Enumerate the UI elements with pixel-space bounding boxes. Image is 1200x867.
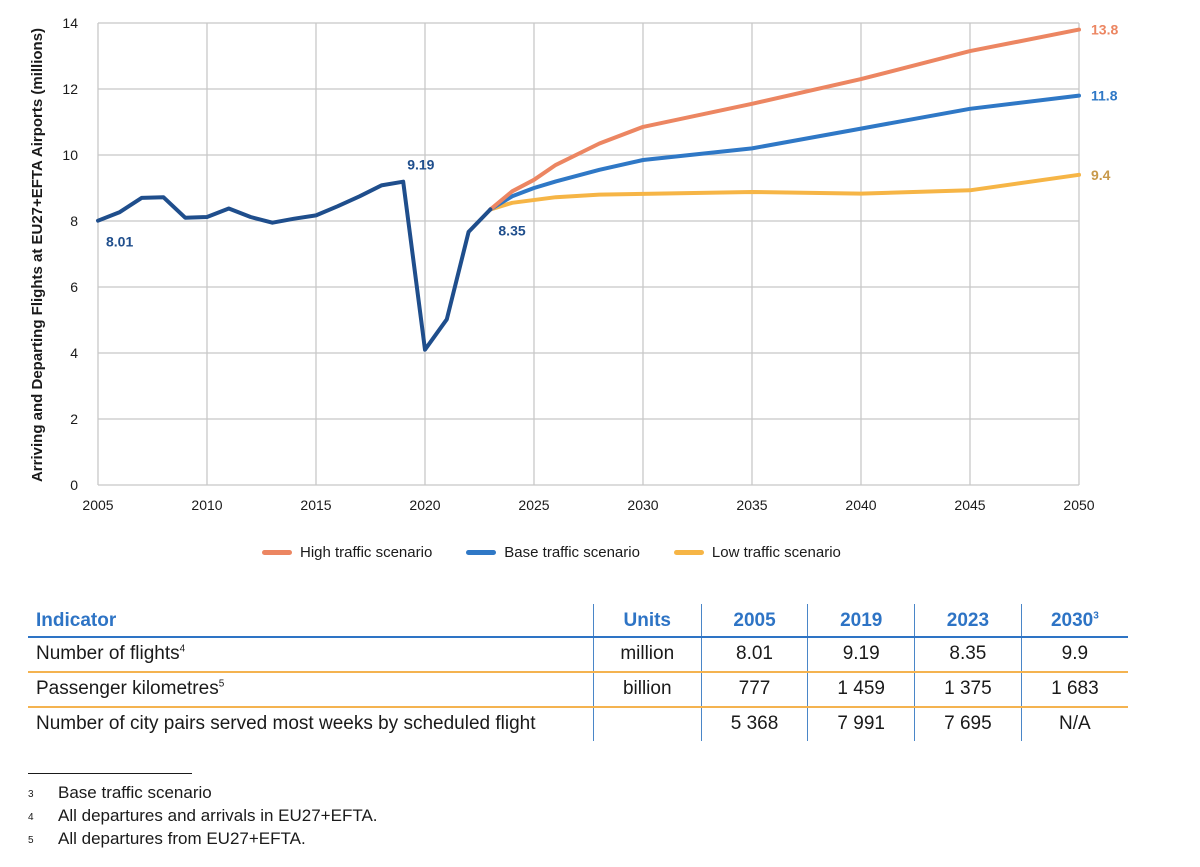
cell-units: million: [592, 637, 702, 673]
footnote-divider: [28, 773, 192, 774]
x-tick-label: 2030: [627, 497, 658, 513]
header-2030-text: 2030: [1050, 610, 1094, 631]
footnote-5: 5 All departures from EU27+EFTA.: [28, 828, 378, 851]
x-tick-label: 2010: [191, 497, 222, 513]
footnote-text: All departures from EU27+EFTA.: [58, 829, 306, 848]
footnote-ref: 5: [218, 678, 225, 690]
cell-2030: 9.9: [1020, 637, 1128, 673]
y-axis-ticks: 0 2 4 6 8 10 12 14: [62, 15, 78, 493]
y-tick-label: 8: [70, 213, 78, 229]
footnote-number: 4: [28, 812, 34, 823]
data-labels: 8.01 9.19 8.35 13.8 11.8 9.4: [106, 22, 1118, 250]
x-tick-label: 2050: [1063, 497, 1094, 513]
table-row: Number of city pairs served most weeks b…: [28, 707, 1128, 741]
series-lines: [96, 27, 1081, 352]
legend-swatch-base: [466, 550, 497, 555]
cell-2030: 1 683: [1020, 672, 1128, 708]
data-label: 13.8: [1091, 22, 1118, 38]
cell-indicator: Number of city pairs served most weeks b…: [28, 707, 593, 741]
legend-swatch-low: [673, 550, 704, 555]
y-tick-label: 6: [70, 279, 78, 295]
y-tick-label: 4: [70, 345, 78, 361]
cell-2019: 1 459: [807, 672, 915, 708]
legend-item-low: Low traffic scenario: [673, 544, 841, 561]
footnote-3: 3 Base traffic scenario: [28, 782, 378, 805]
data-label: 11.8: [1091, 88, 1118, 104]
series-line-historical: [96, 179, 493, 352]
series-line-high-traffic-scenario: [488, 27, 1081, 212]
footnote-text: Base traffic scenario: [58, 783, 212, 802]
footnote-4: 4 All departures and arrivals in EU27+EF…: [28, 805, 378, 828]
cell-units: [592, 707, 702, 741]
cell-2019: 7 991: [807, 707, 915, 741]
y-tick-label: 14: [62, 15, 78, 31]
data-label: 9.19: [407, 157, 434, 173]
data-label: 9.4: [1091, 167, 1111, 183]
header-2005: 2005: [700, 604, 808, 638]
y-tick-label: 0: [70, 477, 78, 493]
cell-2023: 7 695: [914, 707, 1022, 741]
x-tick-label: 2035: [736, 497, 767, 513]
indicator-text: Passenger kilometres: [36, 678, 219, 699]
data-label: 8.35: [498, 222, 525, 238]
y-tick-label: 12: [62, 81, 78, 97]
footnote-text: All departures and arrivals in EU27+EFTA…: [58, 806, 378, 825]
line-chart: 0 2 4 6 8 10 12 14 2005 2010 2015 2020 2025 2030 2035…: [29, 15, 1118, 513]
legend-label-base: Base traffic scenario: [504, 544, 640, 561]
footnotes: 3 Base traffic scenario 4 All departures…: [28, 782, 378, 851]
x-tick-label: 2020: [409, 497, 440, 513]
series-line-base-traffic-scenario: [488, 93, 1081, 212]
cell-2023: 1 375: [914, 672, 1022, 708]
header-units: Units: [592, 604, 702, 638]
table-row: Passenger kilometres5 billion 777 1 459 …: [28, 672, 1128, 708]
cell-indicator: Passenger kilometres5: [28, 672, 594, 708]
table-header-row: Indicator Units 2005 2019 2023 20303: [28, 604, 1128, 638]
header-2030: 20303: [1020, 604, 1128, 638]
series-line-low-traffic-scenario: [488, 172, 1081, 212]
footnote-ref-3: 3: [1093, 610, 1099, 622]
x-tick-label: 2005: [82, 497, 113, 513]
grid-lines: [97, 22, 1080, 486]
cell-indicator: Number of flights4: [28, 637, 594, 673]
footnote-number: 5: [28, 835, 34, 846]
cell-2005: 8.01: [700, 637, 808, 673]
header-2023: 2023: [914, 604, 1022, 638]
legend-label-low: Low traffic scenario: [711, 544, 841, 561]
y-tick-label: 10: [62, 147, 78, 163]
cell-2005: 5 368: [700, 707, 808, 741]
cell-units: billion: [592, 672, 702, 708]
header-2019: 2019: [807, 604, 915, 638]
x-tick-label: 2040: [845, 497, 876, 513]
footnote-number: 3: [28, 789, 34, 800]
legend-swatch-high: [262, 550, 292, 555]
data-label: 8.01: [106, 234, 133, 250]
y-axis-label: Arriving and Departing Flights at EU27+E…: [29, 28, 46, 482]
chart-legend: High traffic scenario Base traffic scena…: [262, 544, 841, 561]
y-tick-label: 2: [70, 411, 78, 427]
x-axis-ticks: 2005 2010 2015 2020 2025 2030 2035 2040 2045 2050: [82, 497, 1094, 513]
cell-2023: 8.35: [914, 637, 1022, 673]
x-tick-label: 2045: [954, 497, 985, 513]
indicator-text: Number of city pairs served most weeks b…: [36, 713, 536, 734]
x-tick-label: 2025: [518, 497, 549, 513]
indicator-text: Number of flights: [36, 643, 180, 664]
indicator-table: Indicator Units 2005 2019 2023 20303 Num…: [28, 604, 1128, 741]
cell-2019: 9.19: [807, 637, 915, 673]
legend-item-base: Base traffic scenario: [466, 544, 640, 561]
header-indicator: Indicator: [28, 604, 594, 638]
table-row: Number of flights4 million 8.01 9.19 8.3…: [28, 637, 1128, 673]
cell-2030: N/A: [1020, 707, 1128, 741]
legend-label-high: High traffic scenario: [300, 544, 433, 561]
footnote-ref: 4: [179, 643, 186, 655]
x-tick-label: 2015: [300, 497, 331, 513]
legend-item-high: High traffic scenario: [262, 544, 432, 561]
cell-2005: 777: [700, 672, 808, 708]
